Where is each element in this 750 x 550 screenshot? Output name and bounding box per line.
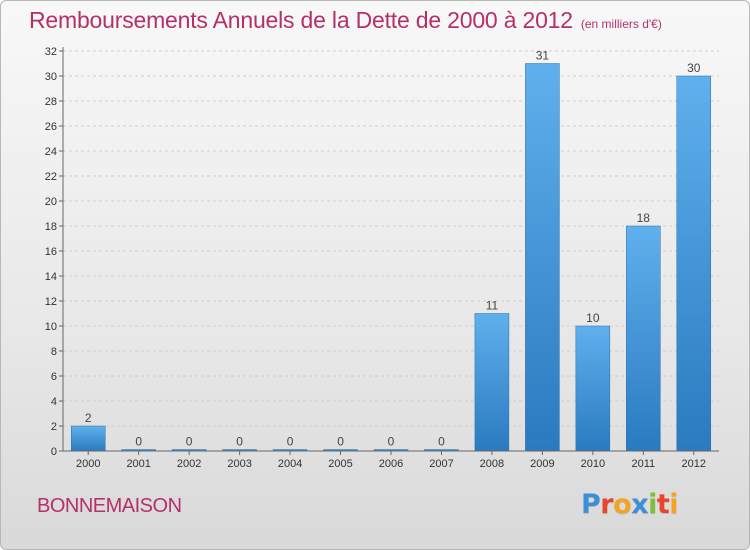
bar-value-label: 10 <box>586 311 600 325</box>
y-tick-label: 20 <box>45 196 57 208</box>
bar-2011 <box>626 225 661 452</box>
bar-value-label: 0 <box>135 435 142 449</box>
y-tick-label: 16 <box>45 246 57 258</box>
x-tick-label: 2008 <box>480 458 504 470</box>
chart-title-text: Remboursements Annuels de la Dette de 20… <box>29 7 573 33</box>
bar-value-label: 0 <box>438 435 445 449</box>
y-tick-label: 30 <box>45 71 57 83</box>
bar-layer <box>70 63 712 452</box>
logo-letter: t <box>656 489 670 520</box>
y-tick-label: 28 <box>45 96 57 108</box>
bar-value-label: 0 <box>186 435 193 449</box>
bar-value-label: 30 <box>687 61 701 75</box>
y-tick-label: 6 <box>51 371 57 383</box>
logo-letter: o <box>613 489 632 520</box>
bar-value-label: 18 <box>637 211 651 225</box>
bar-2010 <box>575 325 611 452</box>
x-tick-label: 2012 <box>682 458 706 470</box>
y-tick-label: 8 <box>51 346 57 358</box>
x-tick-label: 2007 <box>429 458 453 470</box>
bar-2008 <box>474 313 510 452</box>
x-tick-label: 2003 <box>227 458 251 470</box>
x-tick-label: 2006 <box>379 458 403 470</box>
logo-letter: P <box>581 489 601 520</box>
x-tick-label: 2004 <box>278 458 302 470</box>
y-tick-label: 0 <box>51 446 57 458</box>
x-tick-label: 2005 <box>328 458 352 470</box>
bar-value-label: 31 <box>536 49 550 63</box>
x-tick-label: 2002 <box>177 458 201 470</box>
x-tick-label: 2001 <box>126 458 150 470</box>
bar-value-label: 11 <box>486 299 499 313</box>
bar-value-label: 2 <box>85 411 92 425</box>
bar-2000 <box>70 425 106 452</box>
chart-title: Remboursements Annuels de la Dette de 20… <box>29 7 662 34</box>
grid-layer <box>63 50 719 452</box>
x-tick-label: 2010 <box>581 458 605 470</box>
y-tick-label: 32 <box>45 46 57 58</box>
x-tick-label: 2000 <box>76 458 100 470</box>
y-tick-label: 12 <box>45 296 57 308</box>
y-tick-label: 22 <box>45 171 57 183</box>
y-tick-label: 24 <box>45 146 57 158</box>
y-tick-label: 10 <box>45 321 57 333</box>
y-tick-label: 2 <box>51 421 57 433</box>
bar-value-label: 0 <box>236 435 243 449</box>
proxiti-logo[interactable]: Proxiti <box>581 489 679 520</box>
bar-value-label: 0 <box>287 435 294 449</box>
bar-2009 <box>525 63 560 452</box>
label-layer: 2 0 0 0 0 0 0 0 11 31 10 18 30 <box>85 49 701 449</box>
y-tick-label: 26 <box>45 121 57 133</box>
logo-letter: r <box>600 489 614 520</box>
bar-value-label: 0 <box>388 435 395 449</box>
x-tick-label: 2009 <box>530 458 554 470</box>
logo-letter: x <box>631 489 649 520</box>
logo-letter: i <box>648 489 657 520</box>
logo-letter: i <box>669 489 679 520</box>
y-tick-label: 4 <box>51 396 57 408</box>
bar-2012 <box>676 75 712 452</box>
x-tick-label: 2011 <box>631 458 655 470</box>
y-tick-label: 14 <box>45 271 57 283</box>
y-tick-label: 18 <box>45 221 57 233</box>
commune-name: BONNEMAISON <box>37 495 182 517</box>
chart-unit: (en milliers d'€) <box>580 17 662 31</box>
bar-value-label: 0 <box>337 435 344 449</box>
